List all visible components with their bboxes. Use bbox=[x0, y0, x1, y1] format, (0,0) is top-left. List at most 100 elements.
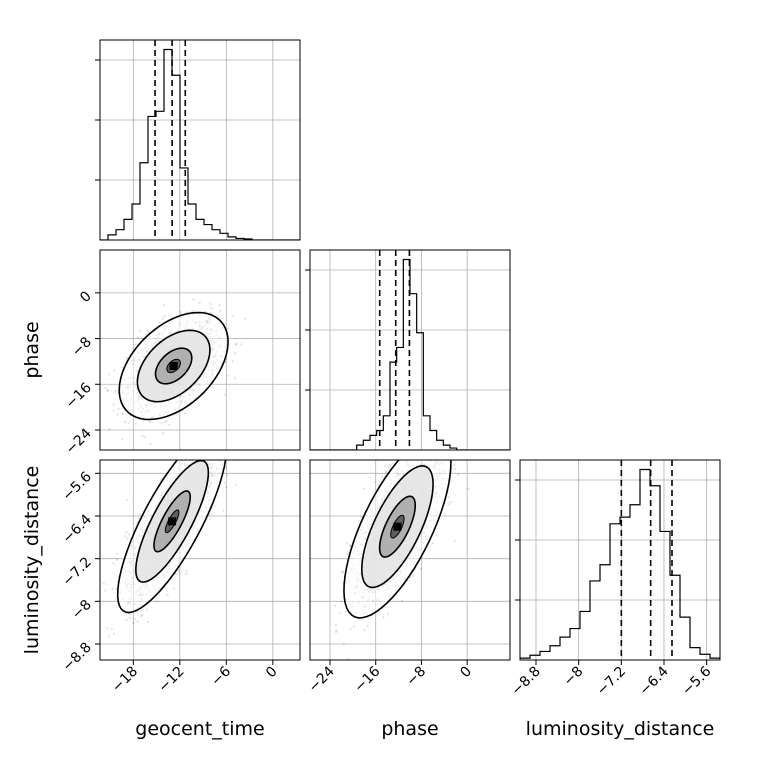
scatter-point bbox=[113, 369, 116, 372]
scatter-point bbox=[112, 562, 115, 565]
y-tick-label: −5.6 bbox=[59, 469, 94, 504]
scatter-point bbox=[414, 452, 416, 454]
scatter-point bbox=[204, 453, 206, 455]
scatter-point bbox=[415, 428, 417, 430]
scatter-point bbox=[214, 454, 216, 456]
scatter-point bbox=[162, 304, 165, 307]
scatter-point bbox=[200, 456, 202, 458]
scatter-point bbox=[388, 463, 391, 466]
scatter-point bbox=[426, 445, 428, 447]
scatter-point bbox=[216, 433, 218, 435]
scatter-point bbox=[87, 399, 89, 401]
scatter-point bbox=[387, 447, 389, 449]
scatter-point bbox=[201, 432, 203, 434]
x-tick-label: 0 bbox=[457, 664, 475, 682]
scatter-point bbox=[113, 632, 116, 635]
scatter-point bbox=[209, 302, 212, 306]
scatter-point bbox=[360, 515, 363, 518]
scatter-point bbox=[334, 604, 337, 607]
scatter-point bbox=[107, 635, 110, 638]
panel-frame bbox=[99, 459, 301, 661]
scatter-point bbox=[340, 600, 343, 603]
scatter-point bbox=[120, 366, 123, 369]
scatter-point bbox=[410, 456, 412, 458]
scatter-point bbox=[219, 447, 221, 449]
scatter-point bbox=[222, 509, 225, 512]
scatter-point bbox=[227, 446, 229, 448]
scatter-point bbox=[227, 426, 229, 428]
scatter-point bbox=[400, 599, 404, 603]
x-axis-label-geocent-time: geocent_time bbox=[135, 718, 264, 740]
scatter-point bbox=[447, 452, 449, 454]
scatter-point bbox=[232, 314, 235, 317]
scatter-point bbox=[160, 422, 163, 425]
scatter-point bbox=[352, 625, 356, 628]
scatter-point bbox=[427, 446, 429, 448]
scatter-point bbox=[419, 452, 421, 454]
scatter-point bbox=[168, 423, 171, 426]
scatter-point bbox=[453, 539, 456, 542]
scatter-point bbox=[137, 517, 140, 520]
scatter-point bbox=[412, 574, 415, 577]
scatter-point bbox=[341, 571, 344, 574]
scatter-point bbox=[158, 321, 161, 324]
scatter-point bbox=[344, 610, 347, 613]
scatter-point bbox=[166, 594, 169, 597]
scatter-point bbox=[106, 627, 109, 630]
scatter-point bbox=[141, 337, 144, 340]
scatter-point bbox=[218, 456, 220, 458]
scatter-point bbox=[443, 512, 446, 515]
scatter-point bbox=[204, 443, 206, 445]
x-tick-label: −8.8 bbox=[508, 664, 543, 699]
scatter-point bbox=[149, 421, 152, 424]
histogram-geocent_time bbox=[100, 48, 300, 240]
scatter-point bbox=[125, 531, 128, 534]
scatter-point bbox=[412, 447, 414, 449]
scatter-point bbox=[226, 374, 229, 377]
scatter-point bbox=[440, 453, 442, 455]
scatter-point bbox=[443, 447, 445, 449]
scatter-point bbox=[121, 438, 124, 441]
scatter-point bbox=[116, 413, 119, 416]
scatter-point bbox=[132, 621, 135, 624]
scatter-point bbox=[384, 470, 388, 473]
scatter-point bbox=[454, 444, 456, 446]
scatter-point bbox=[185, 570, 188, 573]
scatter-point bbox=[442, 451, 444, 453]
scatter-point bbox=[159, 479, 162, 482]
scatter-point bbox=[400, 446, 402, 448]
y-axis-label-luminosity-distance: luminosity_distance bbox=[21, 466, 43, 655]
scatter-point bbox=[377, 483, 380, 486]
scatter-point bbox=[435, 534, 438, 537]
scatter-point bbox=[184, 411, 187, 415]
scatter-point bbox=[463, 430, 465, 432]
scatter-point bbox=[160, 451, 162, 453]
scatter-point bbox=[387, 612, 390, 615]
scatter-point bbox=[192, 298, 195, 301]
scatter-point bbox=[125, 356, 128, 359]
scatter-point bbox=[218, 309, 222, 312]
y-tick-label: −6.4 bbox=[59, 511, 94, 546]
scatter-point bbox=[226, 473, 229, 476]
scatter-point bbox=[163, 314, 166, 318]
scatter-point bbox=[136, 610, 139, 613]
scatter-point bbox=[123, 535, 127, 538]
scatter-point bbox=[209, 440, 211, 442]
scatter-point bbox=[154, 600, 157, 603]
scatter-point bbox=[234, 352, 237, 355]
scatter-point bbox=[218, 304, 221, 307]
scatter-point bbox=[210, 456, 212, 458]
scatter-point bbox=[223, 393, 226, 396]
scatter-point bbox=[426, 456, 428, 458]
scatter-point bbox=[204, 310, 207, 313]
density-peak bbox=[393, 522, 402, 531]
histogram-phase bbox=[310, 258, 510, 450]
y-tick-label: −8.8 bbox=[59, 640, 94, 675]
scatter-point bbox=[408, 454, 410, 456]
scatter-point bbox=[412, 447, 414, 449]
scatter-point bbox=[492, 436, 494, 438]
scatter-point bbox=[449, 501, 452, 504]
y-tick-label: −16 bbox=[63, 380, 95, 412]
scatter-point bbox=[447, 454, 449, 456]
scatter-point bbox=[187, 452, 189, 454]
